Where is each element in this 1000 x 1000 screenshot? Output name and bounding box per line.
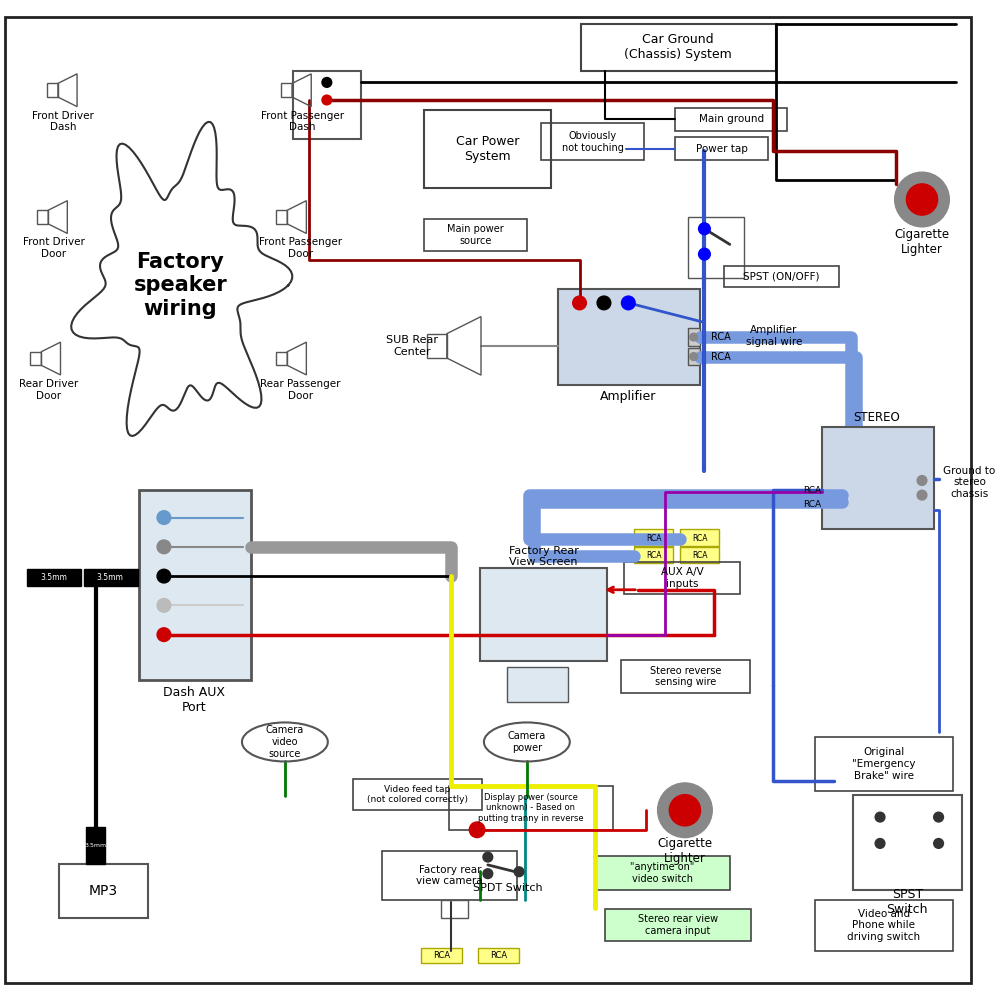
Text: Amplifier
signal wire: Amplifier signal wire	[746, 325, 802, 347]
Text: Rear Passenger
Door: Rear Passenger Door	[260, 379, 341, 401]
FancyBboxPatch shape	[634, 547, 673, 563]
Circle shape	[699, 223, 710, 235]
FancyBboxPatch shape	[59, 864, 148, 918]
Circle shape	[658, 783, 712, 838]
Text: Video feed tap
(not colored correctly): Video feed tap (not colored correctly)	[367, 785, 468, 804]
Text: Front Passenger
Door: Front Passenger Door	[259, 237, 342, 259]
FancyBboxPatch shape	[480, 568, 607, 661]
Text: MP3: MP3	[89, 884, 118, 898]
Text: RCA: RCA	[490, 951, 507, 960]
Text: Camera
video
source: Camera video source	[266, 725, 304, 759]
Circle shape	[157, 628, 171, 641]
Circle shape	[934, 839, 943, 848]
Circle shape	[690, 353, 698, 360]
Circle shape	[917, 476, 927, 485]
Circle shape	[483, 852, 493, 862]
FancyBboxPatch shape	[421, 948, 462, 963]
Text: Main power
source: Main power source	[447, 224, 504, 246]
Circle shape	[699, 248, 710, 260]
Text: Factory rear
view camera: Factory rear view camera	[416, 865, 483, 886]
FancyBboxPatch shape	[27, 569, 81, 586]
FancyBboxPatch shape	[595, 856, 730, 890]
Text: "anytime on"
video switch: "anytime on" video switch	[630, 862, 695, 884]
Circle shape	[157, 569, 171, 583]
Circle shape	[669, 795, 701, 826]
FancyBboxPatch shape	[139, 490, 251, 680]
Text: RCA: RCA	[433, 951, 451, 960]
FancyBboxPatch shape	[680, 547, 719, 563]
Text: RCA: RCA	[692, 534, 707, 543]
Circle shape	[906, 184, 938, 215]
Circle shape	[573, 296, 586, 310]
Text: SPST
Switch: SPST Switch	[887, 888, 928, 916]
Text: Factory Rear
View Screen: Factory Rear View Screen	[509, 546, 578, 567]
Circle shape	[690, 333, 698, 341]
Text: Amplifier: Amplifier	[600, 390, 657, 403]
Text: SPST (ON/OFF): SPST (ON/OFF)	[743, 272, 820, 282]
Text: Front Passenger
Dash: Front Passenger Dash	[261, 111, 344, 132]
Text: AUX A/V
inputs: AUX A/V inputs	[661, 567, 703, 589]
Circle shape	[322, 78, 332, 87]
Circle shape	[514, 867, 524, 877]
FancyBboxPatch shape	[478, 948, 519, 963]
Circle shape	[875, 812, 885, 822]
Text: Cigarette
Lighter: Cigarette Lighter	[894, 228, 950, 256]
Text: SUB Rear
Center: SUB Rear Center	[386, 335, 438, 357]
Circle shape	[157, 540, 171, 554]
Text: Original
"Emergency
Brake" wire: Original "Emergency Brake" wire	[852, 747, 916, 781]
FancyBboxPatch shape	[688, 328, 700, 346]
FancyBboxPatch shape	[822, 427, 934, 529]
Text: Power tap: Power tap	[696, 144, 747, 154]
Text: Main ground: Main ground	[699, 114, 764, 124]
Text: RCA: RCA	[646, 551, 661, 560]
Text: Front Driver
Dash: Front Driver Dash	[32, 111, 94, 132]
FancyBboxPatch shape	[680, 529, 719, 546]
Circle shape	[469, 822, 485, 838]
Text: RCA: RCA	[711, 332, 731, 342]
Text: RCA: RCA	[692, 551, 707, 560]
Text: Factory
speaker
wiring: Factory speaker wiring	[134, 252, 227, 319]
Circle shape	[483, 869, 493, 879]
Text: Stereo reverse
sensing wire: Stereo reverse sensing wire	[650, 666, 722, 687]
Circle shape	[917, 490, 927, 500]
Text: Obviously
not touching: Obviously not touching	[562, 131, 624, 153]
Text: Car Power
System: Car Power System	[456, 135, 520, 163]
Text: Rear Driver
Door: Rear Driver Door	[19, 379, 78, 401]
Text: 3.5mm: 3.5mm	[85, 843, 107, 848]
Circle shape	[322, 95, 332, 105]
Text: 3.5mm: 3.5mm	[97, 573, 124, 582]
Text: Display power (source
unknown) - Based on
putting tranny in reverse: Display power (source unknown) - Based o…	[478, 793, 584, 823]
Circle shape	[895, 172, 949, 227]
Text: Dash AUX
Port: Dash AUX Port	[163, 686, 225, 714]
FancyBboxPatch shape	[605, 909, 751, 941]
FancyBboxPatch shape	[86, 827, 105, 864]
FancyBboxPatch shape	[688, 348, 700, 365]
Text: Stereo rear view
camera input: Stereo rear view camera input	[638, 914, 718, 936]
Text: SPDT Switch: SPDT Switch	[473, 883, 542, 893]
Text: Ground to
stereo
chassis: Ground to stereo chassis	[943, 466, 996, 499]
Text: 3.5mm: 3.5mm	[40, 573, 67, 582]
FancyBboxPatch shape	[558, 289, 700, 385]
Text: RCA: RCA	[803, 500, 821, 509]
Text: Cigarette
Lighter: Cigarette Lighter	[657, 837, 712, 865]
FancyBboxPatch shape	[84, 569, 138, 586]
Text: Camera
power: Camera power	[508, 731, 546, 753]
Text: Video and
Phone while
driving switch: Video and Phone while driving switch	[847, 909, 921, 942]
Text: Front Driver
Door: Front Driver Door	[23, 237, 85, 259]
Circle shape	[934, 812, 943, 822]
FancyBboxPatch shape	[5, 17, 971, 983]
FancyBboxPatch shape	[634, 529, 673, 546]
Text: Car Ground
(Chassis) System: Car Ground (Chassis) System	[624, 33, 732, 61]
Text: RCA: RCA	[803, 486, 821, 495]
Text: RCA: RCA	[711, 352, 731, 362]
FancyBboxPatch shape	[507, 667, 568, 702]
Circle shape	[157, 599, 171, 612]
Text: STEREO: STEREO	[854, 411, 900, 424]
Circle shape	[875, 839, 885, 848]
Circle shape	[157, 511, 171, 524]
Circle shape	[621, 296, 635, 310]
Circle shape	[597, 296, 611, 310]
Text: RCA: RCA	[646, 534, 661, 543]
